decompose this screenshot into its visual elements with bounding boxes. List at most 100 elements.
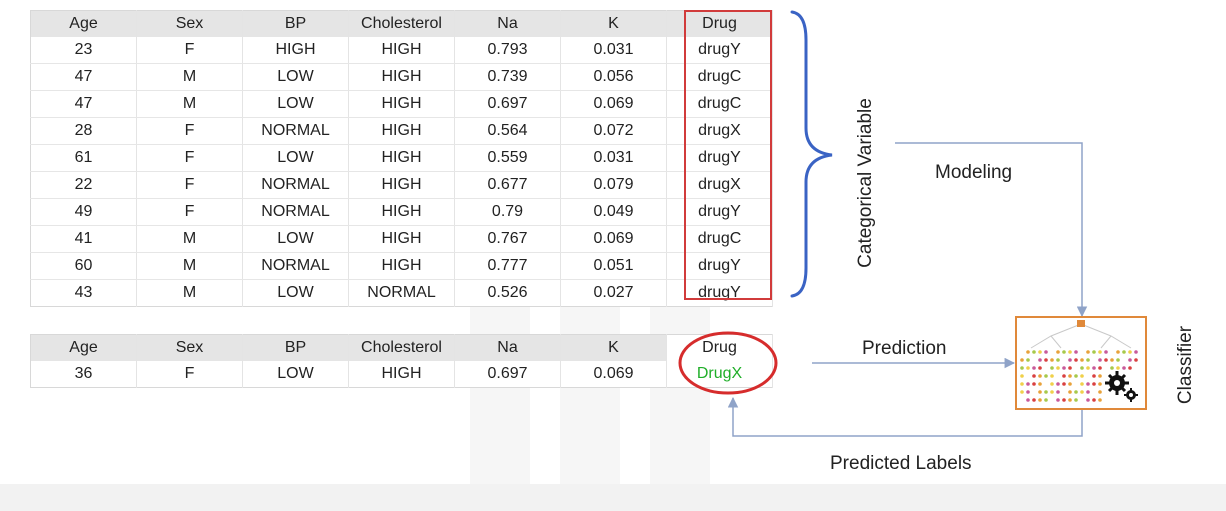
cell-age: 41: [30, 225, 137, 253]
cell-bp: LOW: [242, 90, 349, 118]
tree-node-dot: [1068, 350, 1072, 354]
tree-node-dot: [1080, 374, 1084, 378]
tree-node-dot: [1068, 366, 1072, 370]
cell-age: 43: [30, 279, 137, 307]
tree-node-dot: [1104, 350, 1108, 354]
cell-age: 23: [30, 37, 137, 64]
drug-column-highlight: [684, 10, 772, 300]
predicted-labels-label: Predicted Labels: [830, 453, 972, 474]
cell-age: 47: [30, 63, 137, 91]
cell-k: 0.069: [560, 361, 667, 388]
header-age: Age: [30, 334, 137, 361]
cell-age: 49: [30, 198, 137, 226]
tree-node-dot: [1098, 382, 1102, 386]
cell-age: 22: [30, 171, 137, 199]
tree-node-dot: [1032, 350, 1036, 354]
cell-sex: F: [136, 117, 243, 145]
tree-node-dot: [1068, 390, 1072, 394]
tree-node-dot: [1098, 350, 1102, 354]
tree-node-dot: [1056, 382, 1060, 386]
cell-sex: F: [136, 198, 243, 226]
tree-node-dot: [1086, 398, 1090, 402]
prediction-circle: [678, 331, 778, 395]
cell-sex: M: [136, 63, 243, 91]
table-row: 47 M LOW HIGH 0.739 0.056 drugC: [30, 63, 773, 91]
cell-na: 0.697: [454, 90, 561, 118]
tree-node-dot: [1062, 366, 1066, 370]
cell-bp: LOW: [242, 144, 349, 172]
cell-k: 0.072: [560, 117, 667, 145]
tree-node-dot: [1080, 358, 1084, 362]
cell-na: 0.697: [454, 361, 561, 388]
header-k: K: [560, 10, 667, 37]
cell-k: 0.069: [560, 225, 667, 253]
cell-na: 0.767: [454, 225, 561, 253]
bottom-strip: [0, 484, 1226, 511]
tree-node-dot: [1116, 358, 1120, 362]
tree-node-dot: [1098, 366, 1102, 370]
header-na: Na: [454, 334, 561, 361]
curly-brace-icon: [790, 10, 833, 298]
cell-cholesterol: HIGH: [348, 361, 455, 388]
tree-node-dot: [1068, 374, 1072, 378]
cell-age: 36: [30, 361, 137, 388]
tree-node-dot: [1020, 366, 1024, 370]
tree-node-dot: [1032, 366, 1036, 370]
modeling-arrow: [895, 142, 1088, 318]
prediction-label: Prediction: [862, 338, 947, 359]
header-cholesterol: Cholesterol: [348, 10, 455, 37]
tree-node-dot: [1062, 382, 1066, 386]
tree-node-dot: [1020, 390, 1024, 394]
tree-node-dot: [1032, 382, 1036, 386]
header-na: Na: [454, 10, 561, 37]
tree-node-dot: [1068, 358, 1072, 362]
tree-node-dot: [1092, 382, 1096, 386]
tree-node-dot: [1080, 390, 1084, 394]
tree-node-dot: [1056, 398, 1060, 402]
tree-node-dot: [1044, 390, 1048, 394]
tree-node-dot: [1038, 382, 1042, 386]
cell-na: 0.777: [454, 252, 561, 280]
cell-bp: LOW: [242, 279, 349, 307]
tree-node-dot: [1026, 358, 1030, 362]
tree-node-dot: [1134, 350, 1138, 354]
tree-node-dot: [1050, 374, 1054, 378]
tree-node-dot: [1086, 390, 1090, 394]
cell-na: 0.526: [454, 279, 561, 307]
header-age: Age: [30, 10, 137, 37]
tree-node-dot: [1044, 398, 1048, 402]
cell-sex: F: [136, 361, 243, 388]
prediction-header-row: Age Sex BP Cholesterol Na K Drug: [30, 334, 773, 361]
tree-node-dot: [1056, 358, 1060, 362]
tree-node-dot: [1104, 358, 1108, 362]
table-row: 23 F HIGH HIGH 0.793 0.031 drugY: [30, 37, 773, 64]
tree-node-dot: [1086, 350, 1090, 354]
table-row: 49 F NORMAL HIGH 0.79 0.049 drugY: [30, 198, 773, 226]
cell-cholesterol: HIGH: [348, 117, 455, 145]
tree-node-dot: [1026, 366, 1030, 370]
cell-na: 0.559: [454, 144, 561, 172]
tree-node-dot: [1092, 366, 1096, 370]
cell-na: 0.79: [454, 198, 561, 226]
header-drug: Drug: [666, 334, 773, 361]
table-row: 61 F LOW HIGH 0.559 0.031 drugY: [30, 144, 773, 172]
header-cholesterol: Cholesterol: [348, 334, 455, 361]
cell-na: 0.793: [454, 37, 561, 64]
tree-node-dot: [1026, 398, 1030, 402]
tree-node-dot: [1026, 350, 1030, 354]
tree-node-dot: [1026, 382, 1030, 386]
tree-node-dot: [1122, 350, 1126, 354]
cell-cholesterol: HIGH: [348, 252, 455, 280]
tree-node-dot: [1080, 382, 1084, 386]
categorical-variable-label: Categorical Variable: [855, 98, 876, 268]
tree-node-dot: [1116, 350, 1120, 354]
tree-node-dot: [1092, 350, 1096, 354]
modeling-label: Modeling: [935, 162, 1013, 183]
tree-node-dot: [1110, 358, 1114, 362]
tree-node-dot: [1038, 398, 1042, 402]
cell-cholesterol: HIGH: [348, 63, 455, 91]
table-row: 36 F LOW HIGH 0.697 0.069 DrugX: [30, 361, 773, 388]
cell-cholesterol: HIGH: [348, 90, 455, 118]
cell-sex: F: [136, 171, 243, 199]
cell-age: 28: [30, 117, 137, 145]
